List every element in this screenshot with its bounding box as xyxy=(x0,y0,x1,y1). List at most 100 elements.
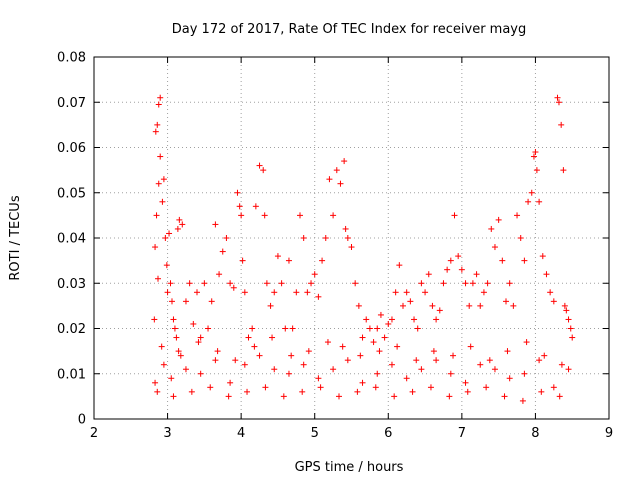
data-point xyxy=(427,384,434,391)
data-point xyxy=(274,253,281,260)
data-point xyxy=(499,257,506,264)
data-point xyxy=(152,128,159,135)
x-tick-label: 4 xyxy=(237,426,245,441)
data-point xyxy=(446,393,453,400)
data-point xyxy=(315,293,322,300)
data-point xyxy=(486,357,493,364)
x-tick-label: 8 xyxy=(531,426,539,441)
data-point xyxy=(158,343,165,350)
data-point xyxy=(450,352,457,359)
data-point xyxy=(168,298,175,305)
data-point xyxy=(521,370,528,377)
data-point xyxy=(447,257,454,264)
data-point xyxy=(190,320,197,327)
y-tick-label: 0.01 xyxy=(57,367,86,382)
data-point xyxy=(330,366,337,373)
data-point xyxy=(374,325,381,332)
data-point xyxy=(241,361,248,368)
data-point xyxy=(403,375,410,382)
plot-frame xyxy=(93,56,610,420)
data-point xyxy=(440,280,447,287)
data-point xyxy=(256,352,263,359)
data-point xyxy=(506,280,513,287)
data-point xyxy=(366,325,373,332)
data-point xyxy=(444,266,451,273)
data-point xyxy=(152,379,159,386)
data-point xyxy=(299,388,306,395)
data-point xyxy=(160,176,167,183)
data-point xyxy=(567,325,574,332)
data-point xyxy=(342,225,349,232)
data-point xyxy=(197,370,204,377)
data-point xyxy=(326,176,333,183)
data-point xyxy=(523,339,530,346)
data-point xyxy=(530,153,537,160)
data-point xyxy=(354,388,361,395)
data-point xyxy=(159,198,166,205)
data-point xyxy=(227,379,234,386)
data-point xyxy=(337,180,344,187)
data-point xyxy=(560,167,567,174)
data-point xyxy=(422,289,429,296)
data-point xyxy=(201,280,208,287)
data-point xyxy=(536,198,543,205)
data-point xyxy=(212,357,219,364)
data-point xyxy=(554,94,561,101)
data-point xyxy=(154,121,161,128)
data-point xyxy=(528,189,535,196)
data-point xyxy=(348,244,355,251)
data-point xyxy=(173,334,180,341)
data-point xyxy=(504,348,511,355)
x-tick-label: 6 xyxy=(384,426,392,441)
data-point xyxy=(288,352,295,359)
data-point xyxy=(451,212,458,219)
data-point xyxy=(230,284,237,291)
data-point xyxy=(304,289,311,296)
data-point xyxy=(227,280,234,287)
data-point xyxy=(547,289,554,296)
data-point xyxy=(322,235,329,241)
data-point xyxy=(167,280,174,287)
data-point xyxy=(565,366,572,373)
data-point xyxy=(219,248,226,255)
y-axis-label: ROTI / TECUs xyxy=(8,195,23,280)
data-point xyxy=(194,289,200,296)
data-point xyxy=(170,316,177,323)
data-point xyxy=(363,316,370,323)
data-point xyxy=(533,167,540,174)
data-point xyxy=(569,334,576,341)
x-tick-label: 3 xyxy=(163,426,171,441)
data-point xyxy=(168,375,175,382)
data-point xyxy=(175,348,182,355)
data-point xyxy=(455,253,462,260)
data-point xyxy=(400,302,406,309)
data-point xyxy=(425,271,432,278)
data-point xyxy=(162,235,169,241)
data-point xyxy=(164,289,171,296)
data-point xyxy=(510,302,517,309)
data-point xyxy=(205,325,212,332)
data-point xyxy=(517,235,524,241)
data-point xyxy=(166,230,173,237)
data-point xyxy=(154,388,161,395)
data-point xyxy=(374,370,381,377)
data-point xyxy=(238,212,245,219)
data-point xyxy=(182,298,189,305)
data-point xyxy=(377,311,384,318)
data-point xyxy=(339,343,346,350)
data-point xyxy=(157,153,164,160)
data-point xyxy=(488,225,495,232)
data-point xyxy=(396,262,403,269)
data-point xyxy=(483,384,490,391)
data-point xyxy=(216,271,223,278)
data-point xyxy=(341,158,348,165)
data-point xyxy=(261,212,268,219)
data-point xyxy=(174,225,181,232)
data-point xyxy=(388,316,395,323)
data-point xyxy=(155,180,162,187)
data-point xyxy=(558,121,565,128)
data-point xyxy=(171,325,178,332)
data-point xyxy=(495,216,502,223)
data-point xyxy=(550,298,557,305)
data-point xyxy=(311,271,318,278)
